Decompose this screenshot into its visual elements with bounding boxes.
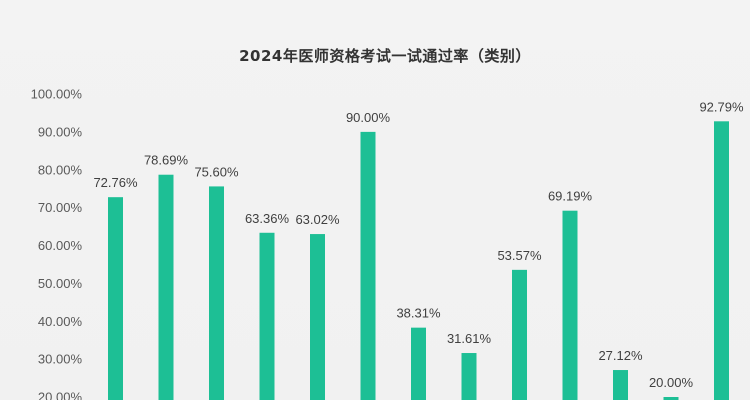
bar-value-label: 92.79% [699, 99, 744, 114]
y-tick-label: 20.00% [38, 390, 83, 400]
bar-value-label: 53.57% [497, 248, 542, 263]
bar [411, 327, 426, 400]
bar-value-label: 75.60% [194, 164, 239, 179]
bar [663, 397, 679, 400]
y-tick-label: 70.00% [38, 200, 83, 215]
y-tick-label: 90.00% [38, 124, 83, 139]
bar-value-label: 78.69% [144, 153, 189, 168]
bars-group [108, 121, 729, 400]
data-labels-group: 72.76% 78.69% 75.60% 63.36% 63.02% 90.00% 38.3… [93, 99, 744, 390]
bar [562, 210, 578, 400]
bar-value-label: 20.00% [649, 375, 694, 390]
bar [209, 186, 224, 400]
bar [613, 370, 628, 400]
y-tick-label: 80.00% [38, 162, 83, 177]
bar [461, 353, 477, 400]
bar [714, 121, 729, 400]
bar-value-label: 63.36% [245, 211, 290, 226]
bar-value-label: 31.61% [447, 331, 492, 346]
bar [512, 269, 527, 400]
y-tick-label: 100.00% [31, 87, 83, 102]
bar-value-label: 69.19% [548, 189, 593, 204]
y-tick-label: 40.00% [38, 314, 83, 329]
bar-value-label: 27.12% [598, 348, 643, 363]
bar-value-label: 38.31% [396, 306, 441, 321]
y-tick-label: 60.00% [38, 238, 83, 253]
bar [259, 232, 275, 400]
y-axis: 20.00% 30.00% 40.00% 50.00% 60.00% 70.00% 80.0… [31, 87, 83, 400]
bar [158, 174, 174, 400]
chart-title: 2024年医师资格考试一试通过率（类别） [239, 47, 531, 65]
bar [310, 234, 325, 400]
y-tick-label: 50.00% [38, 276, 83, 291]
bar [108, 197, 123, 400]
bar-value-label: 72.76% [93, 175, 138, 190]
bar-value-label: 63.02% [295, 212, 340, 227]
bar [360, 131, 376, 400]
bar-value-label: 90.00% [346, 110, 391, 125]
y-tick-label: 30.00% [38, 352, 83, 367]
